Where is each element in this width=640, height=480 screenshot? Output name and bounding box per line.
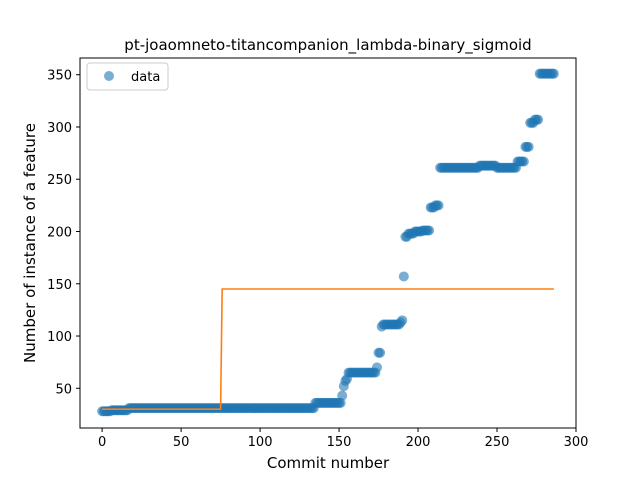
chart-title: pt-joaomneto-titancompanion_lambda-binar… [124,36,531,55]
data-point [518,156,529,167]
data-point [548,68,559,79]
data-point [424,225,435,236]
fit-line [102,288,554,410]
x-tick-label: 300 [564,435,589,450]
x-tick-label: 200 [406,435,431,450]
data-point [397,315,408,326]
y-tick-label: 50 [55,382,72,397]
x-tick-label: 150 [327,435,352,450]
y-axis: 50 100 150 200 250 300 350 [47,69,80,397]
data-point [433,200,444,211]
data-point [398,271,409,282]
y-tick-label: 300 [47,121,72,136]
axes-frame [79,57,577,429]
legend: data [86,62,169,91]
data-point [337,390,348,401]
plot-area [97,68,559,417]
legend-marker-data [104,71,114,81]
legend-label-data: data [131,70,160,85]
y-tick-label: 250 [47,173,72,188]
x-axis-label: Commit number [267,454,390,472]
x-axis: 0 50 100 150 200 250 300 [98,428,588,450]
legend-box [86,62,169,91]
data-point [375,347,386,358]
x-tick-label: 250 [485,435,510,450]
y-axis-label: Number of instance of a feature [21,123,39,363]
y-tick-label: 100 [47,330,72,345]
data-point [523,141,534,152]
x-tick-label: 100 [248,435,273,450]
y-tick-label: 150 [47,278,72,293]
x-tick-label: 0 [98,435,106,450]
y-tick-label: 350 [47,69,72,84]
data-point [371,362,382,373]
x-tick-label: 50 [173,435,190,450]
data-point [533,114,544,125]
y-tick-label: 200 [47,226,72,241]
